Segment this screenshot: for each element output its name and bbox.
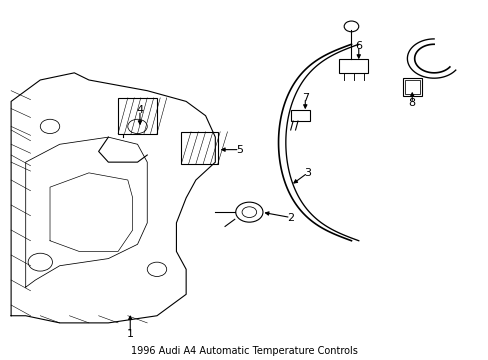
Bar — [290, 111, 309, 121]
Bar — [118, 98, 157, 134]
Text: 2: 2 — [286, 212, 294, 222]
Bar — [404, 80, 419, 94]
Text: 6: 6 — [355, 41, 362, 51]
Text: 1996 Audi A4 Automatic Temperature Controls: 1996 Audi A4 Automatic Temperature Contr… — [131, 346, 357, 356]
Bar — [402, 78, 421, 96]
Text: 3: 3 — [304, 168, 310, 178]
Text: 4: 4 — [136, 105, 143, 115]
Text: 8: 8 — [408, 98, 415, 108]
Text: 5: 5 — [236, 145, 243, 155]
Bar — [339, 59, 368, 73]
Text: 1: 1 — [126, 329, 133, 339]
Bar — [181, 132, 217, 164]
Text: 7: 7 — [301, 93, 308, 103]
